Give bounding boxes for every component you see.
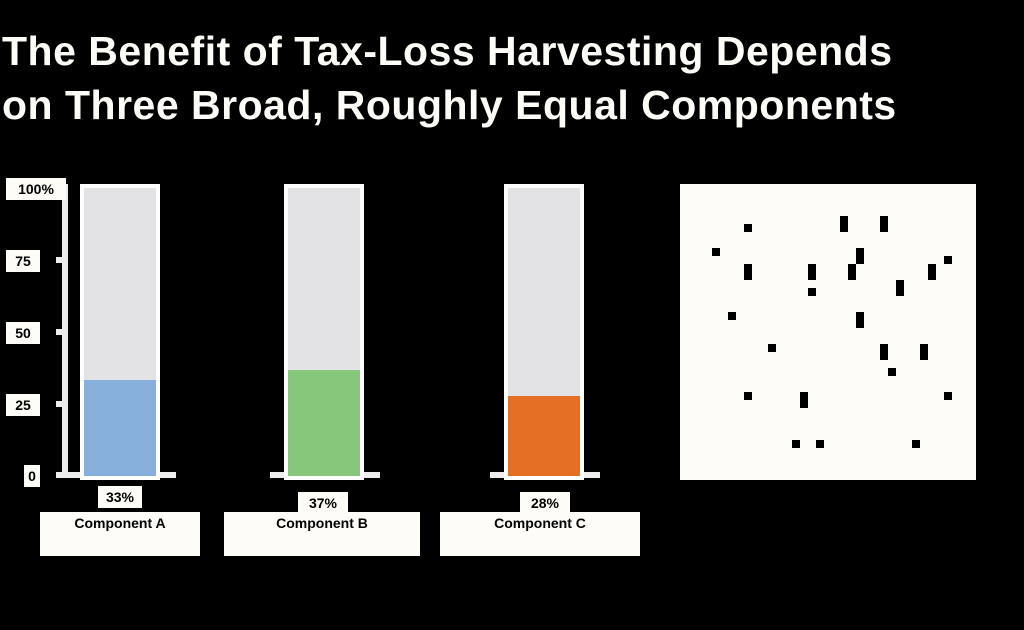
y-tick-50: [56, 329, 66, 335]
bar-3-category: Component C: [440, 512, 640, 556]
bar-2-category: Component B: [224, 512, 420, 556]
panel-dot: [744, 264, 752, 280]
panel-dot: [944, 256, 952, 264]
bar-1-value: 33%: [98, 486, 142, 508]
panel-dot: [856, 248, 864, 264]
bar-3-fill: [508, 396, 580, 476]
panel-dot: [728, 312, 736, 320]
bar-2-value: 37%: [298, 492, 348, 514]
panel-dot: [928, 264, 936, 280]
panel-dot: [880, 216, 888, 232]
bar-1-category: Component A: [40, 512, 200, 556]
panel-dot: [768, 344, 776, 352]
bar-3-value: 28%: [520, 492, 570, 514]
panel-dot: [848, 264, 856, 280]
y-tick-label-50: 50: [6, 322, 40, 344]
panel-dot: [896, 280, 904, 296]
panel-dot: [744, 392, 752, 400]
panel-dot: [808, 264, 816, 280]
panel-dot: [840, 216, 848, 232]
bar-2-fill: [288, 370, 360, 476]
panel-dot: [712, 248, 720, 256]
panel-dot: [800, 392, 808, 408]
panel-dot: [912, 440, 920, 448]
bar-1-fill: [84, 380, 156, 476]
panel-dot: [888, 368, 896, 376]
panel-dot: [792, 440, 800, 448]
panel-dot: [808, 288, 816, 296]
panel-dot: [816, 440, 824, 448]
side-panel: [680, 184, 976, 480]
panel-dot: [744, 224, 752, 232]
panel-dot: [944, 392, 952, 400]
panel-dot: [856, 312, 864, 328]
bar-1: [80, 184, 160, 480]
y-tick-label-100: 100%: [6, 178, 66, 200]
bar-3: [504, 184, 584, 480]
y-tick-label-25: 25: [6, 394, 40, 416]
bar-2: [284, 184, 364, 480]
y-tick-25: [56, 401, 66, 407]
y-tick-75: [56, 257, 66, 263]
panel-dot: [880, 344, 888, 360]
y-tick-label-75: 75: [6, 250, 40, 272]
y-tick-label-0: 0: [24, 465, 40, 487]
chart-title: The Benefit of Tax-Loss Harvesting Depen…: [2, 28, 897, 128]
panel-dot: [920, 344, 928, 360]
